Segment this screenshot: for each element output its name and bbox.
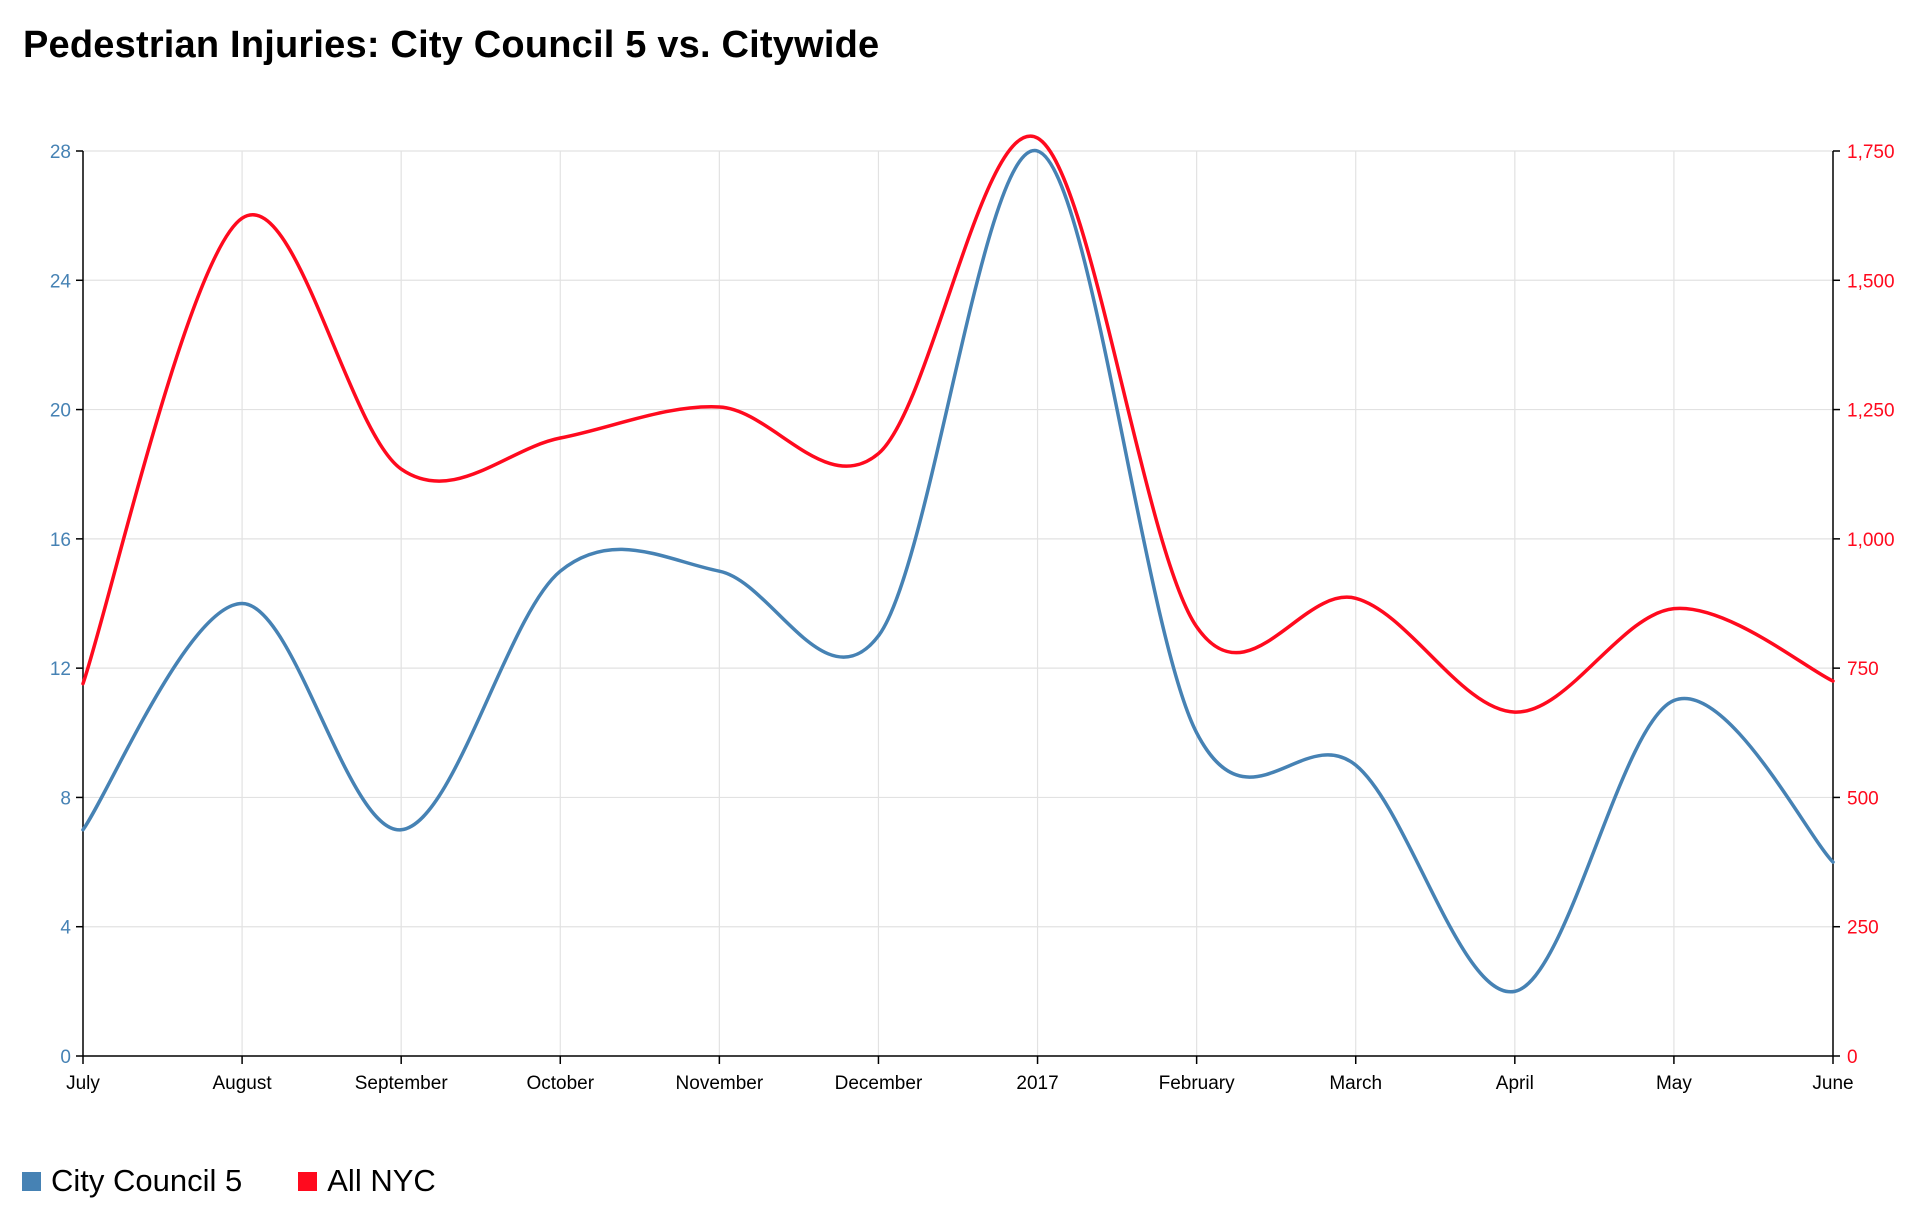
y-right-tick-label: 1,500 bbox=[1847, 271, 1895, 292]
y-left-tick-label: 28 bbox=[50, 142, 71, 163]
x-tick-label: November bbox=[676, 1073, 764, 1094]
grid-group bbox=[83, 150, 1833, 1056]
axes-group: 0 0 4 250 8 500 12 750 16 1,000 20 1,250 24 1,500 28 1,… bbox=[50, 142, 1895, 1094]
legend-swatch-city-council-5 bbox=[22, 1171, 41, 1191]
chart-title: Pedestrian Injuries: City Council 5 vs. … bbox=[23, 24, 880, 66]
series-line-all-nyc bbox=[81, 134, 1835, 714]
y-right-tick-label: 1,250 bbox=[1847, 401, 1895, 422]
series-group bbox=[81, 134, 1835, 994]
series-line-city-council-5 bbox=[81, 149, 1835, 994]
y-left-tick-label: 24 bbox=[50, 271, 72, 292]
legend: City Council 5 All NYC bbox=[22, 1163, 492, 1199]
y-right-tick-label: 1,000 bbox=[1847, 530, 1895, 551]
x-tick-label: June bbox=[1812, 1073, 1853, 1094]
legend-label-all-nyc: All NYC bbox=[327, 1163, 436, 1198]
y-right-tick-label: 250 bbox=[1847, 918, 1879, 939]
x-tick-label: July bbox=[66, 1073, 100, 1094]
y-left-tick-label: 12 bbox=[50, 659, 71, 680]
legend-label-city-council-5: City Council 5 bbox=[51, 1163, 243, 1198]
x-tick-label: September bbox=[355, 1073, 449, 1094]
y-right-tick-label: 1,750 bbox=[1847, 142, 1895, 163]
y-left-tick-label: 8 bbox=[60, 788, 71, 809]
y-left-tick-label: 16 bbox=[50, 530, 71, 551]
x-tick-label: 2017 bbox=[1016, 1073, 1058, 1094]
y-left-tick-label: 0 bbox=[60, 1047, 71, 1068]
x-tick-label: March bbox=[1329, 1073, 1382, 1094]
y-right-tick-label: 750 bbox=[1847, 659, 1879, 680]
legend-item-all-nyc[interactable]: All NYC bbox=[298, 1163, 436, 1199]
y-right-tick-label: 0 bbox=[1847, 1047, 1858, 1068]
x-tick-label: December bbox=[835, 1073, 923, 1094]
x-tick-label: May bbox=[1656, 1073, 1692, 1094]
legend-swatch-all-nyc bbox=[298, 1171, 318, 1191]
x-tick-label: August bbox=[213, 1073, 273, 1094]
legend-item-city-council-5[interactable]: City Council 5 bbox=[22, 1163, 242, 1199]
y-left-tick-label: 20 bbox=[50, 401, 71, 422]
y-right-tick-label: 500 bbox=[1847, 788, 1879, 809]
x-tick-label: October bbox=[526, 1073, 594, 1094]
x-tick-label: April bbox=[1496, 1073, 1534, 1094]
x-tick-label: February bbox=[1159, 1073, 1236, 1094]
y-left-tick-label: 4 bbox=[60, 918, 71, 939]
